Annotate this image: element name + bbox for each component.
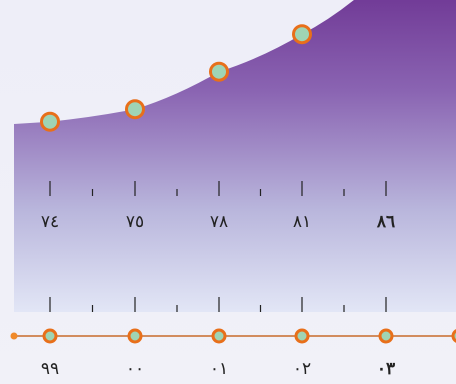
timeline-point	[294, 328, 310, 344]
timeline-start-dot	[10, 332, 18, 340]
upper-axis-ticks	[49, 181, 387, 196]
data-point	[40, 111, 60, 132]
x-tick-label: ٧٤	[40, 212, 60, 232]
data-point	[292, 24, 312, 45]
area-fill	[14, 0, 456, 312]
timeline-label: ٠٠	[125, 359, 145, 379]
timeline-point	[127, 328, 143, 344]
timeline-label: ٠٢	[292, 359, 312, 379]
timeline-label: ٠٣	[376, 359, 396, 379]
timeline-point	[451, 329, 456, 343]
timeline-point	[211, 328, 227, 344]
x-tick-label: ٧٨	[209, 212, 229, 232]
data-markers	[40, 24, 312, 132]
x-tick-label: ٨٦	[376, 212, 396, 232]
timeline-point	[378, 328, 394, 344]
x-tick-label: ٧٥	[125, 212, 145, 232]
data-point	[125, 99, 145, 120]
timeline-point	[42, 328, 58, 344]
timeline-label: ٩٩	[40, 359, 60, 379]
timeline-markers	[42, 328, 456, 344]
data-point	[209, 61, 229, 82]
lower-axis-ticks	[49, 297, 387, 312]
timeline-label: ٠١	[209, 359, 229, 379]
x-tick-label: ٨١	[292, 212, 312, 232]
